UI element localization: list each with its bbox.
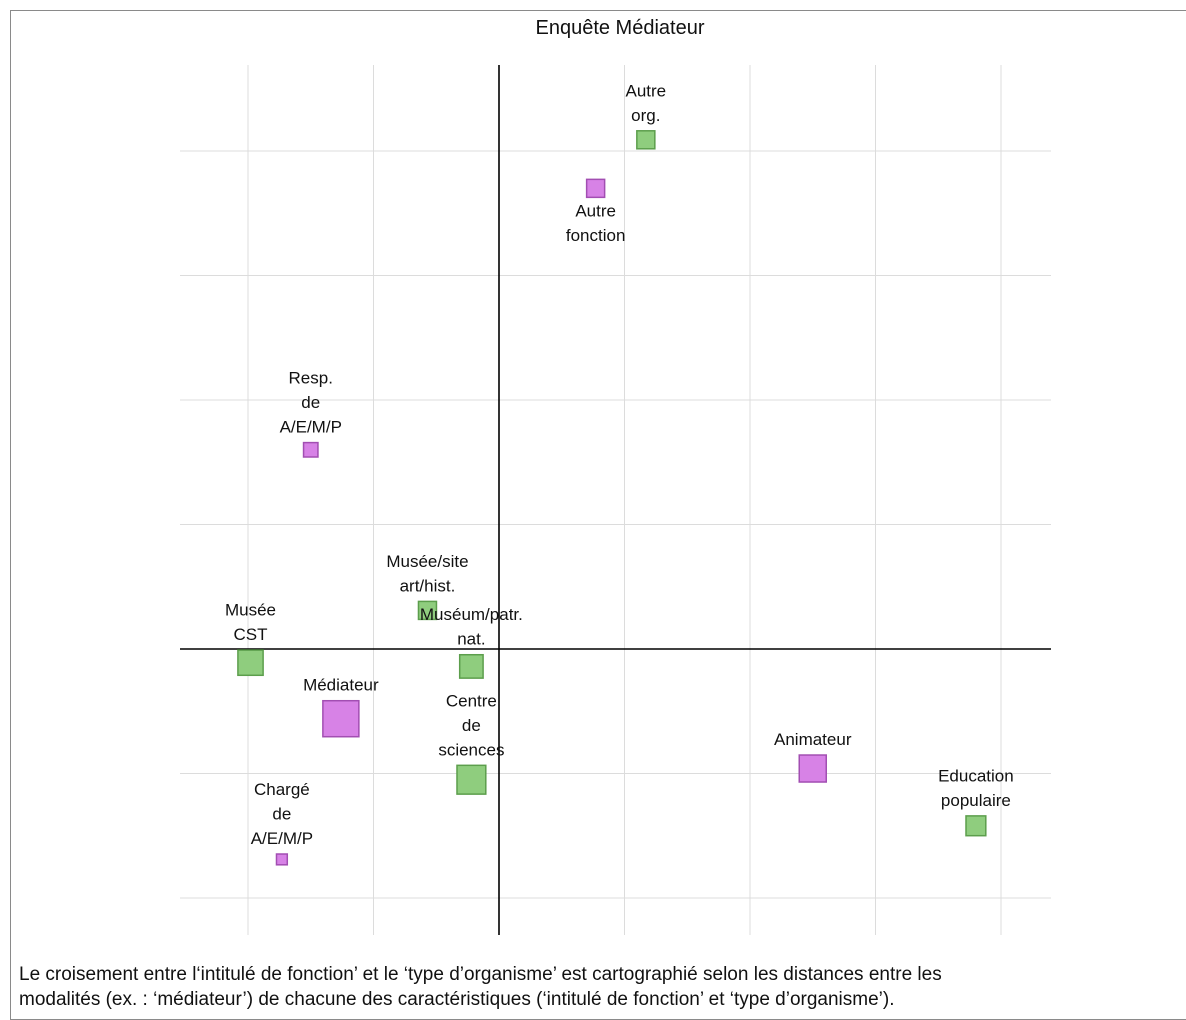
point-label: org.: [631, 106, 660, 125]
point-label: nat.: [457, 630, 485, 649]
point-label: Autre: [575, 201, 616, 220]
point-label: Animateur: [774, 730, 852, 749]
point-label: de: [462, 716, 481, 735]
point-marker: [636, 130, 656, 150]
point-label: A/E/M/P: [280, 418, 342, 437]
chart-title: Enquête Médiateur: [535, 17, 705, 39]
point-label: Education: [938, 766, 1014, 785]
caption: Le croisement entre l‘intitulé de foncti…: [19, 962, 1186, 1012]
point-label: CST: [234, 625, 268, 644]
point-marker: [322, 699, 360, 738]
point-label: Muséum/patr.: [420, 605, 523, 624]
point-label: A/E/M/P: [251, 829, 313, 848]
point-label: Autre: [626, 81, 667, 100]
point-label: Musée: [225, 601, 276, 620]
point-marker: [458, 653, 484, 679]
point-marker: [798, 754, 827, 783]
scatter-plot: Autre org. Musée/site art/hist. Muséum/patr.…: [180, 65, 1051, 935]
point-label: Médiateur: [303, 676, 379, 695]
point-label: de: [301, 393, 320, 412]
point-label: fonction: [566, 226, 626, 245]
point-marker: [237, 649, 264, 677]
point-marker: [585, 178, 606, 199]
caption-line-1: Le croisement entre l‘intitulé de foncti…: [19, 964, 942, 985]
point-label: de: [272, 805, 291, 824]
point-label: Musée/site: [386, 552, 468, 571]
point-marker: [456, 764, 487, 795]
point-label: sciences: [438, 740, 504, 759]
point-marker: [417, 600, 438, 621]
chart-frame: [10, 10, 1186, 1020]
point-marker: [302, 441, 319, 458]
caption-line-2: modalités (ex. : ‘médiateur’) de chacune…: [19, 989, 895, 1010]
point-label: Chargé: [254, 780, 310, 799]
point-marker: [965, 815, 987, 837]
point-label: Resp.: [289, 369, 333, 388]
point-label: populaire: [941, 791, 1011, 810]
point-marker: [275, 853, 289, 866]
point-label: art/hist.: [400, 576, 456, 595]
point-label: Centre: [446, 691, 497, 710]
